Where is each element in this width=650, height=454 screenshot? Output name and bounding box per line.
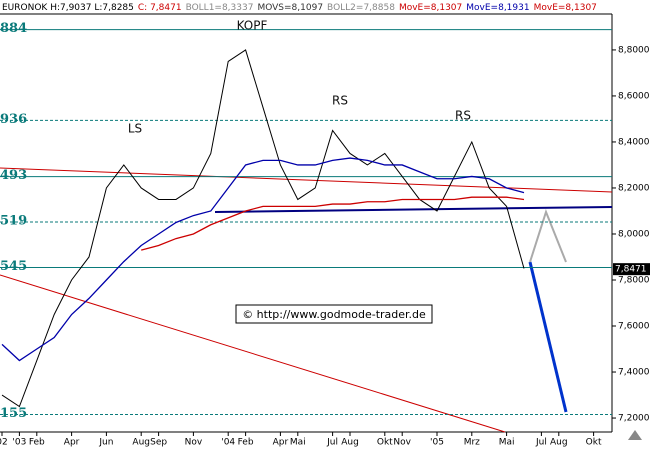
y-tick-label: 8,2000 <box>618 183 650 193</box>
watermark-box <box>235 304 433 324</box>
level-label: 545 <box>0 259 27 274</box>
y-tick-label: 7,2000 <box>618 414 650 424</box>
x-tick-label: Feb <box>29 438 45 448</box>
forecast-triangle <box>529 209 567 263</box>
level-label: 493 <box>0 168 27 183</box>
header-item: BOLL2=7,8858 <box>327 3 395 13</box>
x-tick-label: Nov <box>185 438 203 448</box>
level-label: 155 <box>0 406 27 421</box>
trendlines <box>0 167 613 433</box>
y-tick-label: 8,4000 <box>618 137 650 147</box>
x-tick-label: Aug <box>341 438 359 448</box>
x-tick-label: Apr <box>273 438 289 448</box>
header-item: C: 7,8471 <box>138 3 182 13</box>
y-tick-label: 8,8000 <box>618 45 650 55</box>
x-tick-label: Mai <box>499 438 515 448</box>
forecast-arrow <box>528 261 568 413</box>
x-tick-label: 02 <box>0 438 8 448</box>
x-tick-label: Mai <box>290 438 306 448</box>
x-tick-label: Mrz <box>464 438 480 448</box>
logo <box>628 430 642 440</box>
y-tick-label: 7,8000 <box>618 275 650 285</box>
header-item: MovE=8,1307 <box>399 3 462 13</box>
x-tick-label: Feb <box>238 438 254 448</box>
header-item: MovE=8,1307 <box>534 3 597 13</box>
y-tick-label: 8,0000 <box>618 229 650 239</box>
header-item: EURONOK H:7,9037 L:7,8285 <box>2 3 134 13</box>
price-line <box>141 196 525 251</box>
x-tick-label: Apr <box>64 438 80 448</box>
x-tick-label: Jul <box>535 438 547 448</box>
level-label: 519 <box>0 214 27 229</box>
y-tick-label: 7,6000 <box>618 322 650 332</box>
level-label: 884 <box>0 21 27 36</box>
last-price-label: 7,8471 <box>615 265 647 275</box>
pattern-label: RS <box>332 94 348 108</box>
x-tick-label: Nov <box>393 438 411 448</box>
watermark: © http://www.godmode-trader.de <box>242 308 426 321</box>
header-item: MovE=8,1931 <box>466 3 529 13</box>
trendline <box>0 167 613 193</box>
x-tick-label: Aug <box>550 438 568 448</box>
neckline <box>214 206 613 213</box>
x-tick-label: Aug <box>132 438 150 448</box>
x-tick-label: '05 <box>430 438 444 448</box>
pattern-label: RS <box>455 109 471 123</box>
x-tick-label: Sep <box>150 438 167 448</box>
header: EURONOK H:7,9037 L:7,8285 C: 7,8471 BOLL1=… <box>2 3 597 13</box>
x-tick-label: Okt <box>586 438 602 448</box>
header-item: BOLL1=8,3337 <box>186 3 254 13</box>
x-tick-label: Jul <box>326 438 338 448</box>
last-price-box <box>613 263 650 276</box>
price-line <box>1 49 525 408</box>
level-label: 936 <box>0 112 27 127</box>
trendline <box>0 274 506 433</box>
x-tick-label: Jun <box>98 438 113 448</box>
header-item: MOVS=8,1097 <box>257 3 323 13</box>
pattern-label: LS <box>128 122 142 136</box>
pattern-label: KOPF <box>237 19 268 33</box>
price-line <box>1 157 525 362</box>
x-tick-label: '03 <box>12 438 26 448</box>
y-tick-label: 8,6000 <box>618 91 650 101</box>
y-tick-label: 7,4000 <box>618 368 650 378</box>
x-tick-label: Okt <box>377 438 393 448</box>
x-tick-label: '04 <box>221 438 235 448</box>
